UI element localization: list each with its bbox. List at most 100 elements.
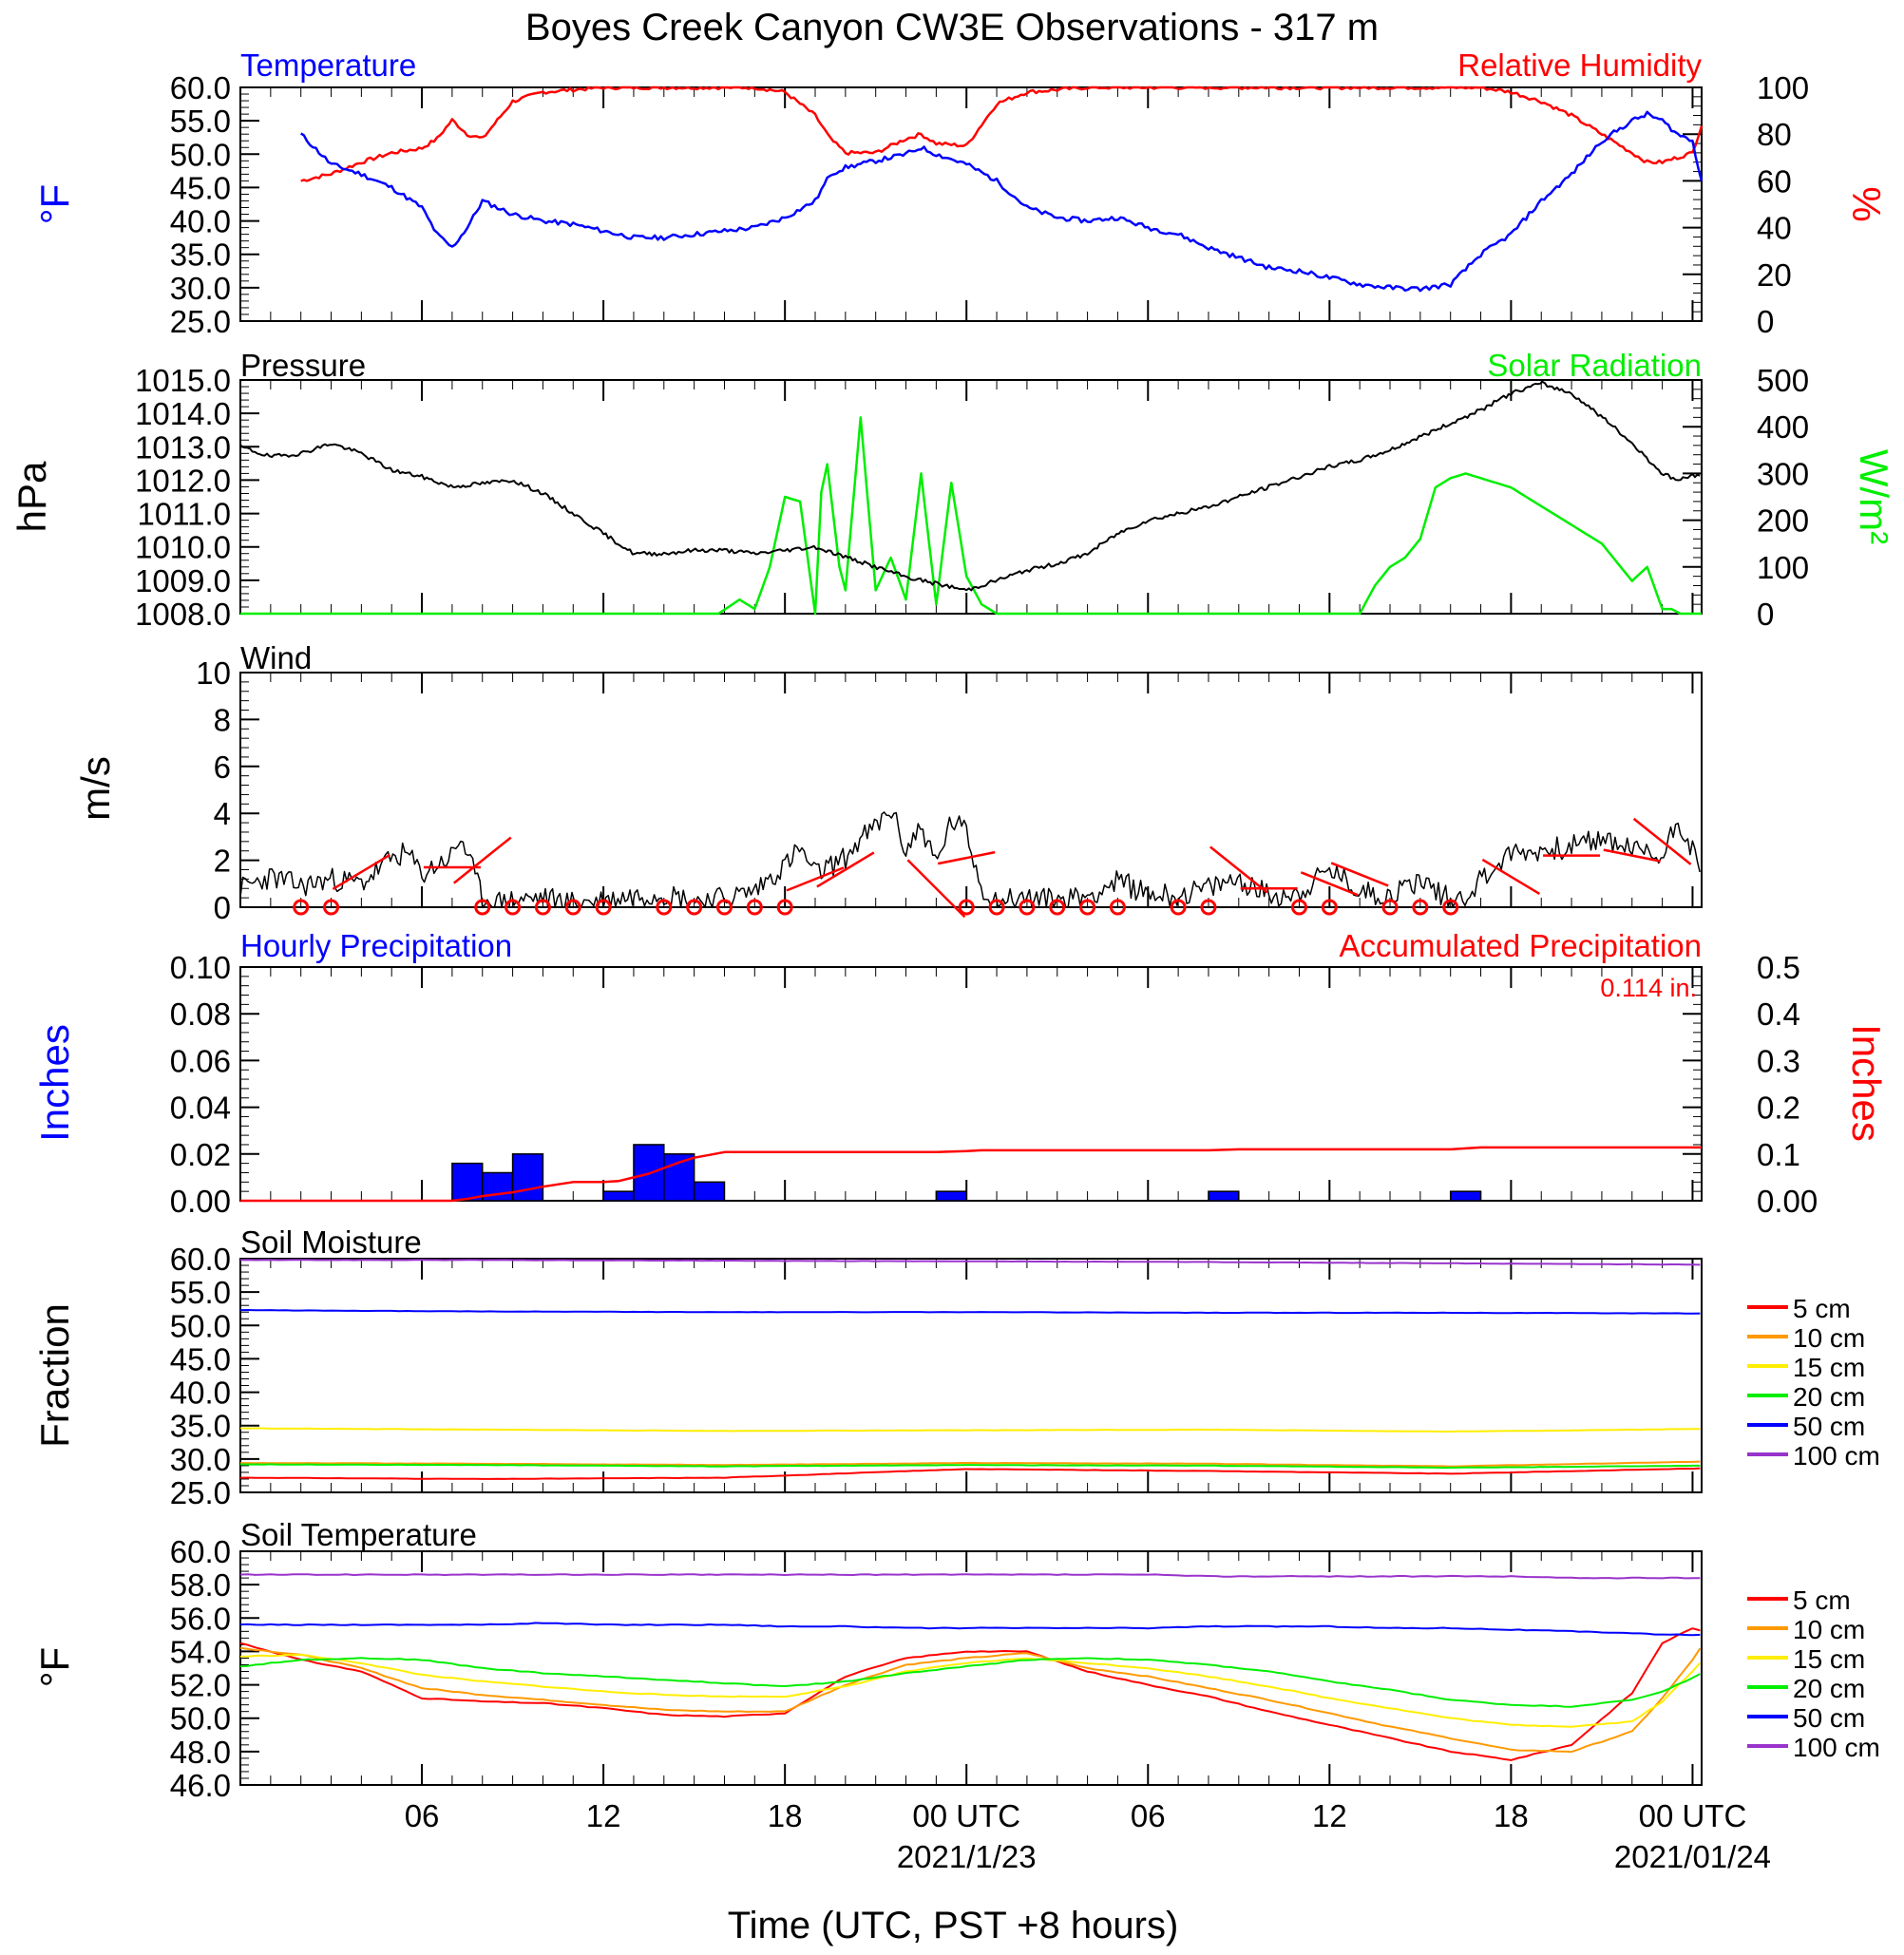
calm-wind-marker — [1321, 899, 1338, 916]
wind-ytick-label: 4 — [214, 796, 231, 831]
hourly-precip-bar — [663, 1153, 695, 1202]
humidity-ytick-right-label: 60 — [1757, 163, 1792, 199]
soil-temperature-frame — [239, 1550, 1703, 1786]
temperature-ytick-label: 35.0 — [170, 237, 231, 273]
humidity-ytick-right-label: 20 — [1757, 257, 1792, 293]
temperature-ytick-label: 40.0 — [170, 204, 231, 239]
solar-series-line — [240, 416, 1702, 616]
temperature-ytick-label: 25.0 — [170, 304, 231, 339]
solar-ytick-right-label: 400 — [1757, 409, 1809, 445]
pressure-ytick-label: 1013.0 — [135, 429, 231, 465]
humidity-title: Relative Humidity — [1457, 47, 1702, 83]
soil-moisture-legend-label: 10 cm — [1793, 1323, 1865, 1353]
wind-title: Wind — [240, 640, 312, 675]
hourly-precip-bar — [602, 1190, 635, 1202]
soil-moisture-legend-label: 15 cm — [1793, 1353, 1865, 1382]
date-label: 2021/1/23 — [897, 1839, 1037, 1874]
solar-ytick-right-label: 300 — [1757, 456, 1809, 491]
time-axis-label: Time (UTC, PST +8 hours) — [728, 1905, 1179, 1946]
humidity-ytick-right-label: 100 — [1757, 70, 1809, 105]
time-tick-label: 12 — [1312, 1798, 1347, 1833]
solar-ytick-right-label: 0 — [1757, 597, 1774, 632]
hourly-precip-bar — [935, 1190, 967, 1202]
soil-temperature-ytick-label: 46.0 — [170, 1768, 231, 1803]
soil-moisture-ylabel: Fraction — [32, 1303, 77, 1448]
wind-ytick-label: 8 — [214, 702, 231, 737]
calm-wind-marker — [534, 899, 551, 916]
solar-ytick-right-label: 200 — [1757, 503, 1809, 539]
pressure-title: Pressure — [240, 348, 366, 383]
precip-ylabel-left: Inches — [32, 1024, 77, 1142]
wind-barb — [816, 851, 875, 888]
soil-moisture-ytick-label: 55.0 — [170, 1275, 231, 1310]
temperature-ytick-label: 50.0 — [170, 137, 231, 172]
precip-frame — [239, 966, 1703, 1202]
calm-wind-marker — [1200, 899, 1217, 916]
hourly-precip-bar — [1208, 1190, 1240, 1202]
soil-temperature-series-line — [239, 1646, 1702, 1754]
precip-ylabel-right: Inches — [1844, 1024, 1889, 1142]
soil-temperature-ytick-label: 58.0 — [170, 1567, 231, 1603]
temperature-series-line — [300, 110, 1704, 293]
hourly-precip-bar — [693, 1181, 726, 1202]
calm-wind-marker — [1109, 899, 1126, 916]
soil-temperature-series-line — [239, 1627, 1701, 1761]
calm-wind-marker — [1170, 899, 1187, 916]
time-tick-label: 06 — [405, 1798, 440, 1833]
calm-wind-marker — [323, 899, 340, 916]
soil-temperature-legend-label: 50 cm — [1793, 1703, 1865, 1733]
soil-moisture-series-line — [239, 1309, 1701, 1315]
soil-temperature-legend-label: 100 cm — [1793, 1733, 1880, 1762]
hourly-precip-bar — [451, 1162, 484, 1202]
wind-speed-line — [239, 811, 1701, 908]
pressure-series-line — [239, 380, 1701, 592]
wind-frame — [239, 672, 1703, 908]
precip-ytick-label: 0.06 — [170, 1043, 231, 1078]
wind-barb — [1209, 845, 1268, 894]
wind-barb — [906, 859, 966, 919]
pressure-ytick-label: 1014.0 — [135, 396, 231, 431]
time-tick-label: 00 UTC — [912, 1798, 1020, 1833]
accum-ytick-right-label: 0.3 — [1757, 1043, 1800, 1078]
soil-moisture-ytick-label: 45.0 — [170, 1341, 231, 1376]
panel-soil-moisture: 60.055.050.045.040.035.030.025.0 Soil Moi… — [32, 1224, 1880, 1510]
panel-precipitation: 0.10 0.08 0.06 0.04 0.02 0.00 0.5 0.4 0.3 0.2 0.1 0… — [32, 928, 1889, 1219]
time-tick-label: 06 — [1131, 1798, 1166, 1833]
soil-temperature-ytick-label: 48.0 — [170, 1735, 231, 1770]
wind-barb — [332, 853, 391, 891]
pressure-ytick-label: 1010.0 — [135, 530, 231, 565]
wind-ytick-label: 10 — [196, 655, 231, 691]
soil-temperature-legend-label: 5 cm — [1793, 1585, 1851, 1615]
calm-wind-marker — [746, 899, 763, 916]
soil-temperature-ytick-label: 50.0 — [170, 1701, 231, 1737]
hourly-precip-bar — [1449, 1190, 1482, 1202]
calm-wind-marker — [293, 899, 310, 916]
wind-ytick-label: 2 — [214, 844, 231, 879]
humidity-ytick-right-label: 40 — [1757, 211, 1792, 246]
temperature-title: Temperature — [240, 47, 416, 83]
pressure-ylabel: hPa — [10, 461, 54, 532]
soil-moisture-legend-label: 5 cm — [1793, 1294, 1851, 1323]
calm-wind-marker — [988, 899, 1005, 916]
precip-ytick-label: 0.04 — [170, 1091, 231, 1126]
pressure-ytick-label: 1008.0 — [135, 597, 231, 632]
soil-moisture-ytick-label: 50.0 — [170, 1308, 231, 1343]
date-label: 2021/01/24 — [1614, 1839, 1771, 1874]
wind-barb — [452, 836, 512, 884]
calm-wind-marker — [1079, 899, 1096, 916]
time-tick-label: 18 — [1494, 1798, 1529, 1833]
calm-wind-marker — [505, 899, 522, 916]
calm-wind-marker — [564, 899, 581, 916]
soil-moisture-ytick-label: 35.0 — [170, 1409, 231, 1444]
soil-temperature-series-line — [239, 1573, 1701, 1580]
soil-moisture-series-line — [239, 1427, 1701, 1433]
pressure-ytick-label: 1012.0 — [135, 463, 231, 498]
soil-moisture-frame — [239, 1258, 1703, 1493]
panels: 60.055.050.045.040.035.030.025.010080604… — [10, 47, 1896, 1803]
humidity-ytick-right-label: 0 — [1757, 304, 1774, 339]
precip-ytick-label: 0.08 — [170, 996, 231, 1032]
panel-soil-temperature: 60.058.056.054.052.050.048.046.0 Soil Tem… — [32, 1517, 1880, 1803]
precip-ytick-label: 0.00 — [170, 1184, 231, 1219]
accum-precip-line — [240, 1146, 1702, 1203]
pressure-frame — [239, 379, 1703, 615]
